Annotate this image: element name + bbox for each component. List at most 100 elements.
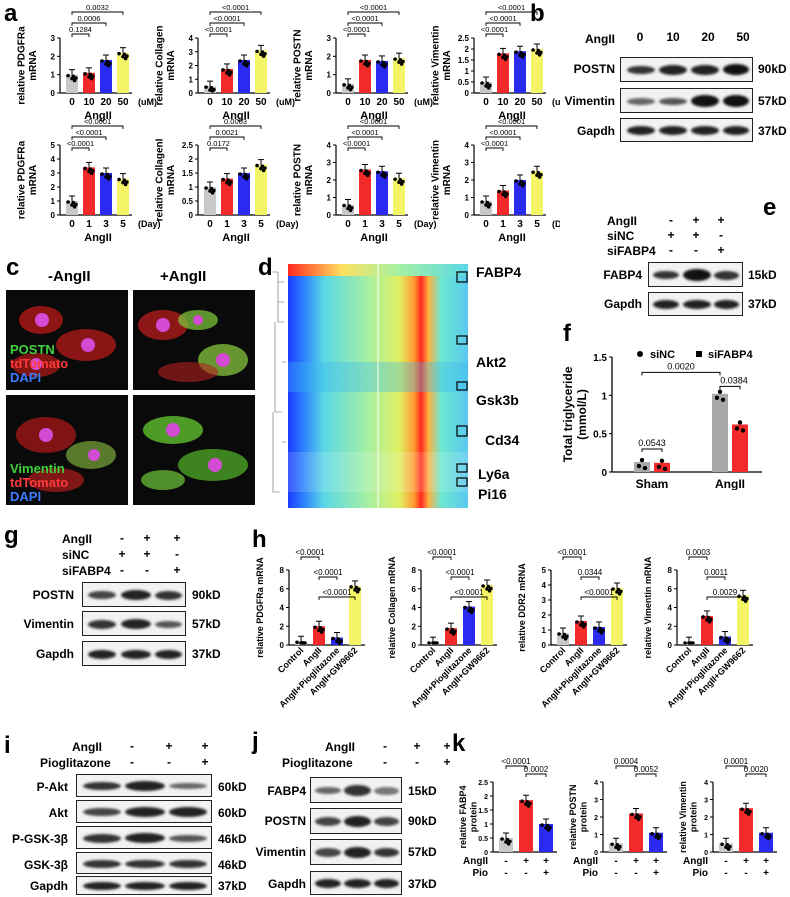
y-tick-label: 0 — [594, 850, 598, 857]
data-point — [331, 636, 335, 641]
y-tick-label: 3 — [189, 48, 194, 57]
data-point — [634, 815, 638, 820]
panel-i-lane-gapdh — [76, 876, 212, 895]
panel-b-dose-10: 10 — [666, 30, 680, 44]
y-tick-label: 0 — [189, 89, 194, 98]
panel-c-col-minus: -AngII — [48, 268, 91, 285]
y-tick-label: 0 — [51, 211, 56, 220]
bar — [393, 58, 405, 93]
panel-j-lane-fabp4 — [310, 777, 402, 803]
data-point — [615, 590, 619, 594]
data-point — [480, 200, 484, 204]
data-point — [83, 166, 87, 171]
bar — [531, 171, 543, 215]
data-point — [121, 180, 125, 185]
data-point — [349, 585, 353, 589]
panel-label-h: h — [252, 526, 267, 553]
panel-b-lane-postn — [620, 57, 753, 82]
y-tick-label: 4 — [327, 141, 332, 150]
y-axis-label-line: mRNA — [442, 50, 453, 81]
bar — [514, 180, 526, 215]
condition-sign: - — [504, 856, 507, 867]
data-point — [650, 831, 654, 836]
data-point — [87, 169, 91, 174]
panel-label-j: j — [252, 728, 259, 755]
p-value-bracket — [525, 773, 547, 777]
x-tick-label: 20 — [514, 97, 526, 108]
panel-i-sign: - — [130, 739, 134, 753]
y-axis-label-line: mRNA — [166, 50, 177, 81]
bar — [611, 588, 623, 645]
p-value-label: <0.0001 — [213, 14, 240, 23]
y-tick-label: 1.5 — [458, 56, 470, 65]
y-axis-label-line: mRNA — [166, 165, 177, 196]
p-value-bracket — [71, 33, 90, 37]
data-point — [656, 836, 661, 841]
x-axis-label: AngII — [84, 110, 112, 122]
panel-e-size-gapdh: 37kD — [748, 297, 777, 311]
x-axis-label: AngII — [222, 232, 250, 244]
data-point — [537, 175, 542, 179]
panel-i-row-akt: Akt — [48, 806, 68, 820]
bar — [519, 800, 533, 852]
data-point — [766, 836, 771, 841]
y-tick-label: 4 — [280, 604, 285, 613]
panel-i-size-akt: 60kD — [218, 806, 247, 820]
y-tick-label: 1 — [465, 67, 470, 76]
bar — [393, 178, 405, 215]
panel-g-sign: + — [118, 547, 126, 561]
p-value-label: 0.1284 — [69, 25, 92, 34]
y-tick-label: 1 — [484, 822, 488, 829]
data-point — [563, 637, 568, 641]
y-tick-label: 3 — [51, 169, 56, 178]
bar — [117, 52, 129, 93]
condition-sign: - — [614, 856, 617, 867]
panel-b-row-vimentin: Vimentin — [564, 94, 615, 108]
data-point — [737, 594, 741, 599]
y-tick-label: 8 — [668, 566, 673, 575]
data-point — [346, 86, 350, 90]
x-axis-label: AngII — [360, 110, 388, 122]
panel-g-sign: + — [143, 547, 151, 561]
x-tick-label: 20 — [100, 97, 112, 108]
data-point — [121, 54, 125, 59]
data-point — [66, 200, 70, 204]
data-point — [497, 189, 501, 194]
y-axis-label-line: relative POSTN — [293, 29, 304, 101]
p-value-label: 0.0543 — [638, 438, 666, 448]
panel-b-lane-vimentin — [620, 88, 753, 113]
panel-b-dose-20: 20 — [701, 30, 715, 44]
x-tick-label: 10 — [497, 97, 509, 108]
panel-i-row-pgsk3b: P-GSK-3β — [12, 832, 68, 846]
data-point — [654, 834, 658, 839]
panel-b-lane-gapdh — [620, 118, 753, 142]
panel-f-chart: 0 0.5 1 1.5 Total triglyceride(mmol/L) Sham An… — [561, 349, 762, 490]
p-value-label: <0.0001 — [489, 14, 516, 23]
x-axis-label: AngII — [498, 110, 526, 122]
data-point — [337, 641, 342, 645]
y-tick-label: 0 — [189, 211, 194, 220]
data-point — [514, 50, 518, 54]
y-axis-label: relative VimentinmRNA — [431, 140, 454, 220]
data-point — [89, 171, 94, 175]
panel-g-row-sinc: siNC — [62, 548, 90, 562]
bar — [634, 462, 650, 472]
data-point — [342, 203, 346, 208]
data-point — [393, 57, 397, 61]
data-point — [614, 845, 618, 850]
panel-b-size-vimentin: 57kD — [758, 94, 787, 108]
data-point — [720, 397, 726, 402]
panel-i-sign: - — [130, 755, 134, 769]
legend-marker — [696, 351, 702, 357]
y-tick-label: 1 — [704, 833, 708, 840]
y-axis-label-line: relative CollagenI — [155, 138, 166, 221]
data-point — [87, 75, 91, 79]
data-point — [610, 842, 614, 847]
panel-i-row-angii: AngII — [72, 740, 102, 754]
data-point — [208, 88, 212, 92]
x-axis-label: AngII — [84, 232, 112, 244]
condition-sign: - — [524, 868, 527, 879]
data-point — [348, 208, 353, 213]
x-tick-label: AngII — [715, 477, 745, 490]
y-axis-label-line: relative Collagen — [155, 25, 166, 105]
